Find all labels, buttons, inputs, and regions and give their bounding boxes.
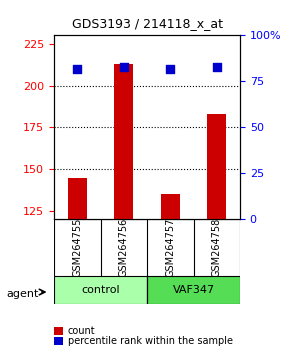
- Bar: [161, 194, 179, 219]
- Text: percentile rank within the sample: percentile rank within the sample: [68, 336, 232, 346]
- Text: agent: agent: [6, 289, 38, 299]
- Text: GSM264756: GSM264756: [119, 218, 129, 278]
- Point: [122, 64, 126, 69]
- Bar: [115, 64, 133, 219]
- Text: GSM264755: GSM264755: [72, 218, 82, 278]
- Bar: [68, 178, 87, 219]
- Bar: [208, 114, 226, 219]
- FancyBboxPatch shape: [147, 276, 240, 304]
- Bar: [54, 327, 63, 335]
- FancyBboxPatch shape: [54, 276, 147, 304]
- Point: [214, 64, 219, 69]
- Bar: [54, 337, 63, 345]
- Text: GSM264757: GSM264757: [165, 218, 175, 278]
- Text: count: count: [68, 326, 95, 336]
- Point: [168, 66, 173, 72]
- Point: [75, 66, 80, 72]
- Text: GDS3193 / 214118_x_at: GDS3193 / 214118_x_at: [71, 17, 223, 30]
- Text: VAF347: VAF347: [172, 285, 214, 295]
- Text: GSM264758: GSM264758: [212, 218, 222, 278]
- Text: control: control: [81, 285, 120, 295]
